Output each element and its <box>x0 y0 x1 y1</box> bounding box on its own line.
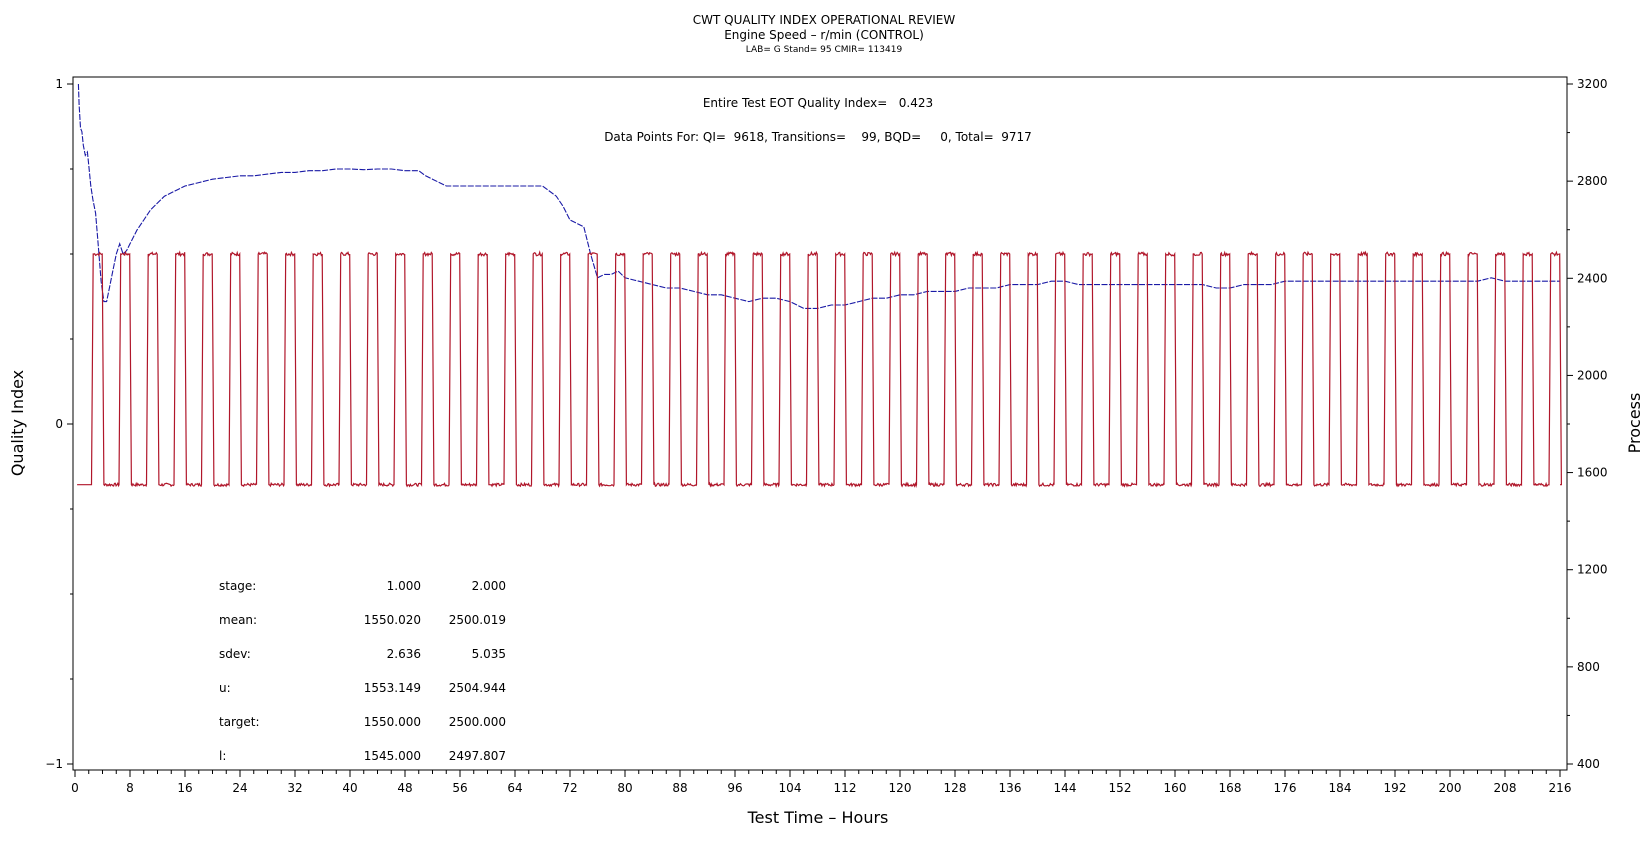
x-tick-label: 24 <box>232 781 247 795</box>
x-tick-label: 56 <box>452 781 467 795</box>
series-line-engine-speed <box>77 250 1563 489</box>
x-tick-label: 48 <box>397 781 412 795</box>
x-tick-label: 112 <box>834 781 857 795</box>
stats-row-value-2: 2497.807 <box>449 749 506 763</box>
y2-tick-label: 1600 <box>1577 466 1608 480</box>
stats-row-label: stage: <box>219 579 256 593</box>
y2-tick-label: 2400 <box>1577 271 1608 285</box>
x-tick-label: 8 <box>126 781 134 795</box>
stats-row-value-2: 2500.019 <box>449 613 506 627</box>
series-layer <box>77 83 1563 489</box>
y-axis-label: Quality Index <box>8 370 27 476</box>
stats-row-value-1: 1545.000 <box>364 749 421 763</box>
x-tick-label: 192 <box>1384 781 1407 795</box>
x-tick-label: 216 <box>1549 781 1572 795</box>
y2-axis-ticks: 400 800 1200 1600 2000 2400 2800 3200 <box>1567 77 1608 771</box>
x-tick-label: 40 <box>342 781 357 795</box>
y2-axis-label: Process <box>1625 393 1644 454</box>
stats-row-label: target: <box>219 715 260 729</box>
x-tick-label: 16 <box>177 781 192 795</box>
series-line-quality-index <box>77 83 1560 309</box>
x-tick-label: 0 <box>71 781 79 795</box>
quality-index-annotation: Entire Test EOT Quality Index= 0.423 <box>703 96 933 110</box>
x-axis-ticks: 0 8 16 24 32 40 48 56 64 72 80 88 96 104 112 120 128 136 1… <box>71 770 1571 795</box>
y2-tick-label: 3200 <box>1577 77 1608 91</box>
y2-tick-label: 800 <box>1577 660 1600 674</box>
x-tick-label: 144 <box>1054 781 1077 795</box>
x-tick-label: 88 <box>672 781 687 795</box>
x-tick-label: 168 <box>1219 781 1242 795</box>
y2-tick-label: 2800 <box>1577 174 1608 188</box>
chart-subtitle: Engine Speed – r/min (CONTROL) <box>724 28 924 42</box>
stats-row-value-2: 2504.944 <box>449 681 506 695</box>
stats-row-value-2: 2500.000 <box>449 715 506 729</box>
chart-title: CWT QUALITY INDEX OPERATIONAL REVIEW <box>693 13 956 27</box>
stats-row-label: l: <box>219 749 226 763</box>
x-tick-label: 160 <box>1164 781 1187 795</box>
y2-tick-label: 400 <box>1577 757 1600 771</box>
stats-row-value-1: 2.636 <box>387 647 421 661</box>
x-tick-label: 96 <box>727 781 742 795</box>
y2-tick-label: 1200 <box>1577 563 1608 577</box>
x-tick-label: 120 <box>889 781 912 795</box>
x-tick-label: 176 <box>1274 781 1297 795</box>
x-tick-label: 104 <box>779 781 802 795</box>
stats-row-label: u: <box>219 681 231 695</box>
x-tick-label: 72 <box>562 781 577 795</box>
stats-row-label: sdev: <box>219 647 251 661</box>
stats-row-value-1: 1.000 <box>387 579 421 593</box>
x-tick-label: 64 <box>507 781 522 795</box>
stats-row-value-1: 1553.149 <box>364 681 421 695</box>
stats-row-label: mean: <box>219 613 257 627</box>
x-tick-label: 200 <box>1439 781 1462 795</box>
x-tick-label: 208 <box>1494 781 1517 795</box>
stats-table: stage: 1.000 2.000 mean: 1550.020 2500.019 sde… <box>219 579 506 763</box>
x-tick-label: 184 <box>1329 781 1352 795</box>
stats-row-value-1: 1550.000 <box>364 715 421 729</box>
y-tick-label: −1 <box>45 757 63 771</box>
y-axis-ticks: −1 0 1 <box>45 77 73 771</box>
y-tick-label: 0 <box>55 417 63 431</box>
x-axis-label: Test Time – Hours <box>747 808 889 827</box>
x-tick-label: 128 <box>944 781 967 795</box>
stats-row-value-2: 5.035 <box>472 647 506 661</box>
stats-row-value-1: 1550.020 <box>364 613 421 627</box>
chart-subtitle-2: LAB= G Stand= 95 CMIR= 113419 <box>746 45 903 55</box>
x-tick-label: 152 <box>1109 781 1132 795</box>
x-tick-label: 80 <box>617 781 632 795</box>
plot-frame <box>72 76 1568 771</box>
y2-tick-label: 2000 <box>1577 368 1608 382</box>
x-tick-label: 32 <box>287 781 302 795</box>
stats-row-value-2: 2.000 <box>472 579 506 593</box>
y-tick-label: 1 <box>55 77 63 91</box>
x-tick-label: 136 <box>999 781 1022 795</box>
data-points-annotation: Data Points For: QI= 9618, Transitions= … <box>604 130 1032 144</box>
